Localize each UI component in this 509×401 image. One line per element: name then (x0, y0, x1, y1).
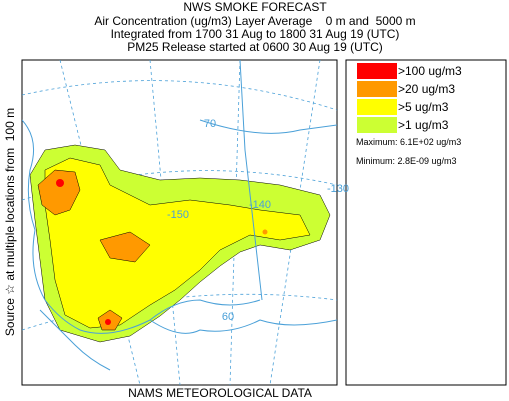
legend-label: >100 ug/m3 (398, 64, 462, 78)
legend-swatch (357, 81, 397, 97)
subtitle-line: PM25 Release started at 0600 30 Aug 19 (… (127, 40, 382, 54)
legend-swatch (357, 99, 397, 115)
legend-swatch (357, 117, 397, 133)
subtitle-line: Air Concentration (ug/m3) Layer Average … (94, 14, 415, 28)
graticule-label: -140 (249, 199, 271, 211)
title: NWS SMOKE FORECAST (183, 0, 327, 14)
smoke-area (37, 169, 81, 216)
minimum: Minimum: 2.8E-09 ug/m3 (356, 156, 457, 166)
maximum: Maximum: 6.1E+02 ug/m3 (356, 137, 461, 147)
side-label: Source ☆ at multiple locations from 100 … (3, 108, 17, 336)
graticule-label: -130 (327, 183, 349, 195)
smoke-hotspot (56, 179, 64, 187)
graticule-label: 70 (204, 118, 216, 130)
smoke-hotspot (262, 229, 268, 235)
smoke-area (44, 157, 311, 329)
graticule-label: 60 (222, 311, 234, 323)
footer: NAMS METEOROLOGICAL DATA (128, 386, 312, 400)
legend-swatch (357, 63, 397, 79)
legend-label: >5 ug/m3 (398, 100, 449, 114)
graticule-label: -150 (167, 209, 189, 221)
smoke-hotspot (105, 319, 111, 325)
legend-label: >20 ug/m3 (398, 82, 455, 96)
map (21, 59, 338, 386)
coastline (22, 60, 337, 371)
subtitle-line: Integrated from 1700 31 Aug to 1800 31 A… (111, 27, 400, 41)
legend-label: >1 ug/m3 (398, 118, 449, 132)
smoke-area (99, 231, 151, 263)
